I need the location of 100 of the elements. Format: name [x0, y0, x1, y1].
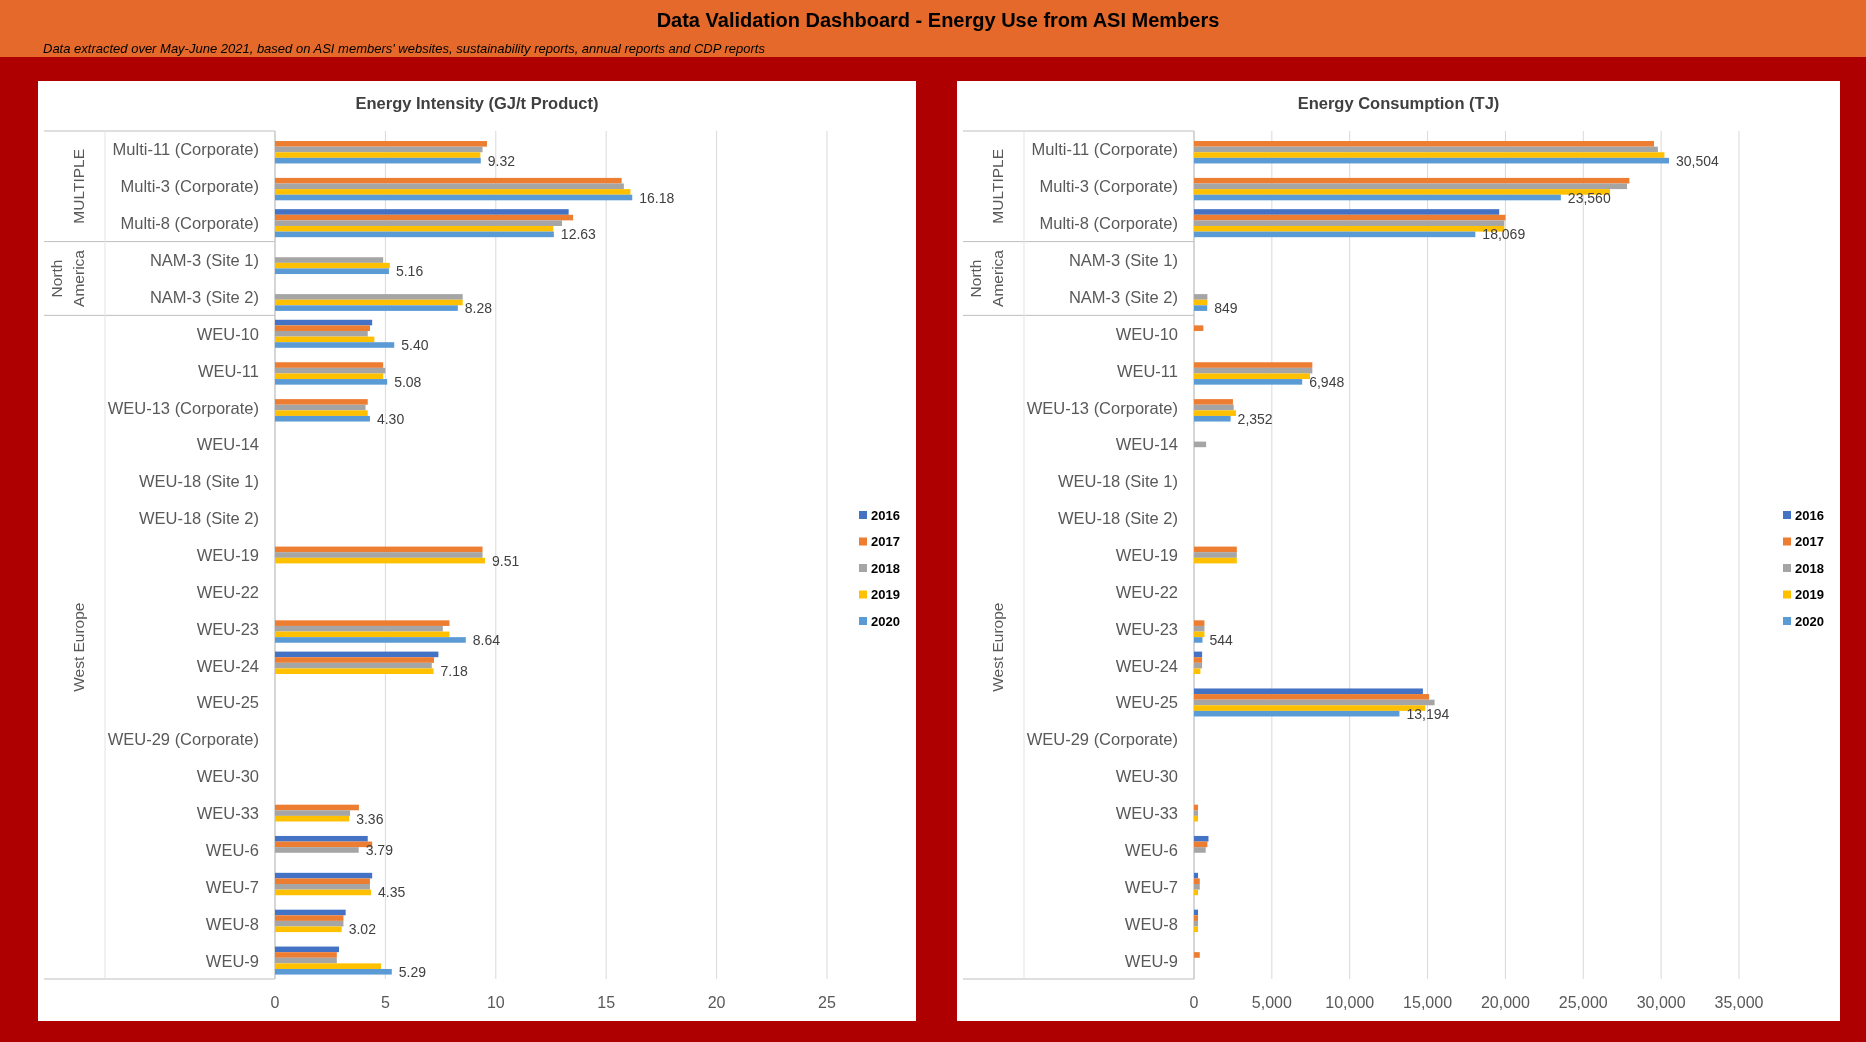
bar	[275, 152, 481, 158]
data-label: 4.35	[378, 884, 406, 901]
y-tick-label: WEU-6	[1124, 840, 1178, 859]
bar	[275, 220, 563, 226]
bar	[275, 957, 337, 964]
bar	[275, 625, 443, 632]
bar	[275, 963, 381, 969]
x-tick-label: 20	[707, 993, 726, 1011]
x-tick-label: 0	[1189, 993, 1199, 1011]
y-tick-label: Multi-8 (Corporate)	[120, 214, 259, 233]
bar	[275, 968, 392, 975]
y-tick-label: WEU-9	[1124, 951, 1178, 970]
bar	[1194, 694, 1430, 700]
bar	[1194, 952, 1200, 958]
bar	[275, 668, 434, 675]
y-tick-label: WEU-18 (Site 2)	[138, 509, 259, 528]
text: MULTIPLE	[69, 148, 87, 224]
text: West Europe	[69, 602, 87, 692]
bar	[275, 909, 346, 916]
y-tick-label: WEU-23	[1115, 619, 1178, 638]
bar	[1194, 373, 1311, 380]
data-label: 3.36	[356, 810, 384, 827]
y-tick-label: NAM-3 (Site 1)	[1068, 251, 1178, 270]
y-tick-label: Multi-3 (Corporate)	[1039, 177, 1178, 196]
y-tick-label: WEU-10	[196, 324, 259, 343]
legend-label: 2019	[1795, 587, 1824, 602]
text: Data Validation Dashboard - Energy Use from ASI Members	[656, 9, 1220, 31]
text: West Europe	[988, 602, 1006, 692]
chart-title: Energy Intensity (GJ/t Product)	[355, 94, 599, 112]
data-label: 16.18	[639, 189, 675, 206]
bar	[275, 141, 487, 147]
y-tick-label: WEU-10	[1115, 324, 1178, 343]
bar	[1194, 399, 1233, 405]
bar	[275, 847, 359, 853]
y-tick-label: WEU-18 (Site 2)	[1057, 509, 1178, 528]
bar	[275, 330, 368, 337]
y-tick-label: NAM-3 (Site 2)	[1068, 287, 1178, 306]
y-tick-label: WEU-25	[1115, 693, 1178, 712]
y-tick-label: Multi-11 (Corporate)	[1031, 140, 1178, 159]
bar	[275, 257, 384, 263]
y-tick-label: WEU-14	[1115, 435, 1178, 454]
chart-title: Energy Consumption (TJ)	[1297, 94, 1500, 112]
y-tick-label: NAM-3 (Site 1)	[149, 251, 259, 270]
bar	[275, 878, 370, 885]
y-tick-label: WEU-19	[196, 546, 259, 564]
y-tick-label: WEU-22	[196, 582, 259, 601]
bar	[1194, 294, 1208, 300]
bar	[1194, 177, 1630, 184]
bar	[1194, 926, 1199, 933]
legend-label: 2018	[871, 560, 900, 576]
data-label: 5.40	[401, 336, 429, 353]
bar	[275, 225, 554, 232]
bar	[1194, 141, 1654, 147]
bar	[1194, 688, 1423, 695]
bar	[1194, 209, 1500, 215]
data-label: 18,069	[1482, 226, 1526, 243]
y-tick-label: WEU-30	[196, 767, 259, 786]
text: North America	[966, 249, 1006, 307]
x-tick-label: 0	[270, 993, 280, 1011]
data-label: 5.16	[395, 263, 424, 280]
y-tick-label: WEU-7	[205, 877, 259, 896]
bar	[275, 209, 569, 215]
bar	[1194, 915, 1199, 921]
y-tick-label: WEU-11	[197, 361, 259, 380]
bar	[275, 620, 450, 626]
data-label: 3.79	[365, 841, 394, 858]
data-label: 7.18	[440, 663, 468, 680]
bar	[1194, 668, 1201, 675]
x-tick-label: 20,000	[1480, 993, 1530, 1011]
bar	[1194, 620, 1205, 626]
y-tick-label: Multi-3 (Corporate)	[120, 177, 259, 196]
data-label: 5.08	[394, 373, 422, 390]
y-tick-label: WEU-33	[1115, 804, 1178, 823]
bar	[1194, 847, 1206, 853]
legend-label: 2019	[871, 587, 900, 602]
legend-label: 2018	[1795, 560, 1824, 576]
data-label: 13,194	[1406, 705, 1450, 722]
bar	[1194, 325, 1204, 331]
bar	[275, 177, 622, 184]
data-label: 8.28	[464, 300, 493, 317]
bar	[275, 305, 458, 311]
y-tick-label: WEU-29 (Corporate)	[1026, 730, 1178, 749]
x-tick-label: 5	[380, 993, 390, 1011]
y-tick-label: WEU-6	[205, 840, 259, 859]
bar	[1194, 152, 1665, 158]
bar	[275, 404, 366, 411]
bar	[275, 637, 466, 643]
data-label: 30,504	[1675, 152, 1720, 169]
bar	[1194, 410, 1237, 416]
x-tick-label: 10	[486, 993, 505, 1011]
x-tick-label: 25,000	[1558, 993, 1608, 1011]
y-tick-label: WEU-25	[196, 693, 259, 712]
legend-label: 2017	[871, 534, 900, 549]
y-tick-label: WEU-7	[1124, 877, 1178, 896]
text: MULTIPLE	[988, 148, 1006, 224]
bar	[1194, 220, 1505, 226]
legend-label: 2020	[871, 613, 900, 629]
y-tick-label: WEU-18 (Site 1)	[1057, 472, 1178, 491]
bar	[275, 189, 631, 195]
y-tick-label: WEU-24	[1115, 656, 1178, 675]
